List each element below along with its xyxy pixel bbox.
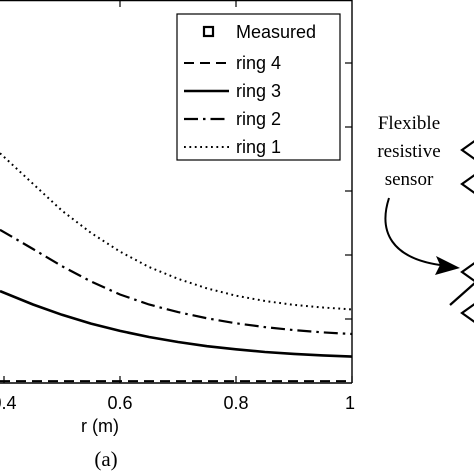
legend-label: ring 2 [236, 109, 281, 129]
chevron-left-icon [460, 140, 474, 160]
chevron-left-icon [460, 174, 474, 194]
series-ring-2-line [0, 228, 353, 336]
diagonal-stroke [449, 282, 474, 306]
x-tick-label: 0.4 [0, 393, 17, 413]
x-tick-labels: 0.4 0.6 0.8 1 [0, 393, 355, 413]
legend-entry-ring-2: ring 2 [184, 109, 281, 129]
square-marker-icon [202, 25, 215, 38]
legend-label: Measured [236, 22, 316, 42]
series-ring-3-line [0, 289, 353, 358]
legend-entry-ring-1: ring 1 [184, 137, 281, 157]
annotation-line: sensor [385, 169, 434, 190]
annotation-line: resistive [377, 141, 440, 162]
sensor-diagram [449, 140, 474, 323]
series-layer [0, 152, 353, 383]
legend-entry-ring-3: ring 3 [184, 81, 281, 101]
x-tick-label: 1 [345, 393, 355, 413]
series-ring-1-line [0, 152, 353, 311]
legend-label: ring 3 [236, 81, 281, 101]
arrowhead-icon [435, 256, 460, 275]
curved-arrow-icon [384, 197, 441, 266]
plot-area [0, 0, 353, 384]
x-axis-label: r (m) [81, 416, 119, 436]
y-ticks-right [345, 62, 352, 320]
panel-label: (a) [94, 447, 117, 471]
legend-entry-ring-4: ring 4 [184, 53, 281, 73]
x-tick-label: 0.8 [223, 393, 248, 413]
chevron-left-icon [460, 303, 474, 323]
annotation-line: Flexible [378, 113, 440, 134]
x-ticks [3, 0, 353, 383]
sensor-annotation: Flexible resistive sensor [377, 113, 460, 275]
legend: Measured ring 4 ring 3 ring 2 ring 1 [176, 13, 341, 161]
legend-box [176, 13, 341, 161]
legend-entry-measured: Measured [202, 22, 316, 42]
legend-label: ring 4 [236, 53, 281, 73]
chevron-left-icon [460, 262, 474, 282]
legend-label: ring 1 [236, 137, 281, 157]
x-tick-label: 0.6 [107, 393, 132, 413]
